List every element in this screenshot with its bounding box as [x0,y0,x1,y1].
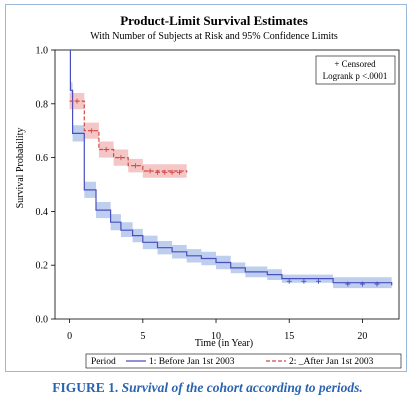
survival-chart: Product-Limit Survival Estimates With Nu… [15,13,402,369]
chart-subtitle: With Number of Subjects at Risk and 95% … [90,31,338,42]
survival-curve-series-1 [69,49,393,286]
y-tick-label: 0.8 [36,99,49,110]
censor-mark-series-2 [169,169,175,175]
x-tick-label: 5 [140,331,145,342]
censor-mark-series-2 [162,169,168,175]
y-tick-label: 0.2 [36,261,49,272]
censor-mark-series-2 [118,155,124,161]
censor-mark-series-1 [301,278,307,284]
x-tick-label: 15 [284,331,294,342]
bottom-legend: Period 1: Before Jan 1st 2003 2: _After … [85,353,402,369]
legend-title: Period [91,357,116,367]
x-tick-label: 10 [211,331,221,342]
figure-frame: Product-Limit Survival Estimates With Nu… [5,4,407,372]
y-axis-label: Survival Probability [15,128,26,209]
y-tick-label: 0.0 [36,315,49,326]
censor-mark-series-2 [155,169,160,175]
y-tick-label: 1.0 [36,46,49,57]
censor-mark-series-1 [286,278,292,284]
survival-curve-series-2 [69,100,188,173]
legend-label-series-2: 2: _After Jan 1st 2003 [289,356,374,367]
x-tick-label: 0 [67,331,72,342]
x-tick-label: 20 [357,331,367,342]
inset-legend: + Censored Logrank p <.0001 [315,55,396,85]
chart-title: Product-Limit Survival Estimates [120,13,308,28]
censor-mark-series-2 [176,169,182,175]
figure-caption: FIGURE 1. Survival of the cohort accordi… [0,380,415,396]
censor-mark-series-2 [133,163,138,169]
inset-legend-censored: + Censored [334,59,376,69]
censor-mark-series-1 [345,281,351,287]
y-tick-label: 0.4 [36,207,49,218]
legend-label-series-1: 1: Before Jan 1st 2003 [149,356,235,367]
plot-area [54,49,400,320]
confidence-band-series-1 [69,50,392,291]
x-axis-label: Time (in Year) [195,338,253,349]
caption-label: FIGURE 1. [52,380,119,395]
inset-legend-logrank: Logrank p <.0001 [323,71,388,81]
censor-mark-series-2 [103,147,109,152]
censor-mark-series-2 [147,168,153,174]
censor-mark-series-1 [374,281,380,287]
caption-text: Survival of the cohort according to peri… [121,380,363,395]
censor-mark-series-2 [74,98,80,104]
y-tick-label: 0.6 [36,153,49,164]
censor-mark-series-2 [89,128,95,134]
censor-mark-series-1 [359,281,365,287]
censor-mark-series-1 [316,278,321,284]
